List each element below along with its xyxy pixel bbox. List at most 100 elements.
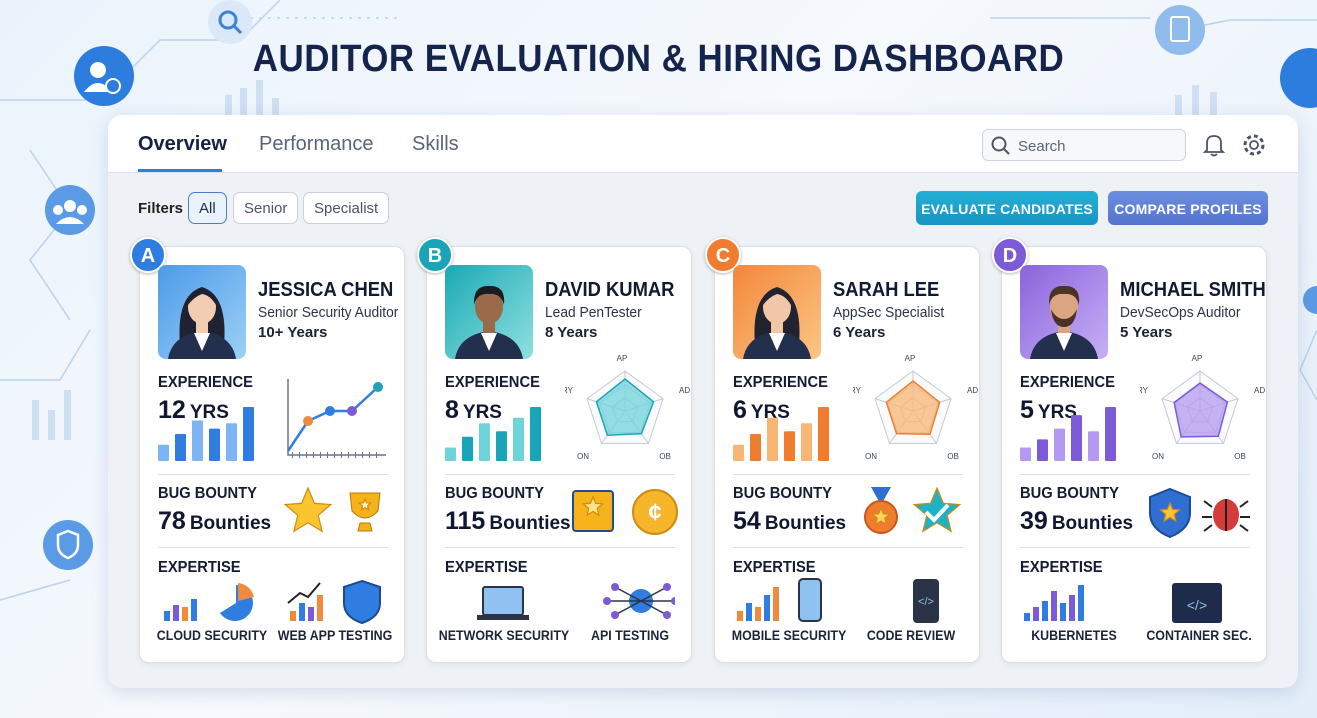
tab[interactable]: Performance	[259, 133, 374, 155]
bounty-unit: Bounties	[764, 513, 847, 534]
mini-bar	[1105, 407, 1116, 461]
pie-slice	[238, 583, 254, 601]
filter-chip[interactable]: All	[188, 192, 227, 224]
shield-icon	[343, 579, 381, 625]
tab[interactable]: Skills	[412, 133, 459, 155]
expertise-label: EXPERTISE	[445, 559, 528, 576]
skill-bar-icon	[1078, 585, 1084, 621]
dashboard-panel: Overview Performance Skills Search Filte…	[108, 115, 1298, 688]
expertise-item: MOBILE SECURITY	[731, 628, 847, 643]
trend-line	[286, 386, 379, 452]
mini-bar	[750, 434, 761, 461]
mini-bar	[209, 428, 220, 461]
divider	[733, 547, 963, 548]
shirt	[481, 333, 497, 351]
active-tab-indicator	[138, 169, 222, 172]
radar-axis-label: OB	[659, 452, 671, 461]
expertise-item: CLOUD SECURITY	[156, 628, 268, 643]
mini-bar	[1088, 431, 1099, 461]
candidate-role: DevSecOps Auditor	[1120, 304, 1241, 321]
trend-point	[373, 382, 383, 392]
trend-point	[347, 406, 357, 416]
divider	[158, 547, 388, 548]
shirt	[1056, 333, 1072, 351]
search-box[interactable]: Search	[982, 129, 1186, 161]
bounty-value: 78	[158, 507, 186, 535]
bounty-value: 54	[733, 507, 761, 535]
experience-unit: YRS	[189, 402, 229, 423]
skill-bar-icon	[764, 595, 770, 621]
experience-value-row: 5 YRS	[1020, 396, 1077, 425]
mini-bar	[175, 434, 186, 461]
radar-area	[1173, 382, 1229, 438]
mini-bar	[445, 447, 456, 461]
skill-bar-icon	[755, 607, 761, 621]
search-icon	[991, 136, 1010, 155]
hair	[473, 285, 505, 305]
axes	[287, 379, 386, 456]
skill-bar-icon	[290, 611, 296, 621]
skill-bar-icon	[317, 595, 323, 621]
skill-bar-icon	[1069, 595, 1075, 621]
compare-button[interactable]: COMPARE PROFILES	[1108, 191, 1268, 225]
mini-bar-chart	[158, 407, 254, 461]
skill-bar-icon	[737, 611, 743, 621]
skill-bar-icon	[773, 587, 779, 621]
experience-value-row: 12 YRS	[158, 396, 229, 425]
mini-bar	[192, 420, 203, 461]
bounty-icons	[864, 486, 962, 534]
tab[interactable]: Overview	[138, 133, 227, 155]
divider	[158, 474, 388, 475]
face	[763, 290, 791, 324]
candidate-badge: C	[705, 237, 741, 273]
bounty-value: 115	[445, 507, 486, 535]
divider	[1020, 474, 1250, 475]
trend-point	[325, 406, 335, 416]
mini-bar	[226, 423, 237, 461]
network-link	[614, 586, 642, 602]
bounty-value-row: 54 Bounties	[733, 507, 846, 536]
skill-bar-icon	[308, 607, 314, 621]
experience-label: EXPERIENCE	[158, 374, 253, 391]
evaluate-button[interactable]: EVALUATE CANDIDATES	[916, 191, 1098, 225]
network-node	[611, 583, 619, 591]
fringe	[763, 289, 791, 305]
avatar	[158, 265, 246, 359]
skill-bar-icon	[1042, 601, 1048, 621]
candidate-badge: D	[992, 237, 1028, 273]
network-node	[611, 611, 619, 619]
network-node	[671, 597, 675, 605]
notification-icon[interactable]	[1202, 132, 1226, 158]
bounty-value-row: 78 Bounties	[158, 507, 271, 536]
expertise-item: CONTAINER SEC.	[1146, 628, 1252, 643]
mini-bar	[784, 431, 795, 461]
expertise-icons: </>	[737, 578, 939, 623]
face	[475, 290, 503, 324]
filter-chip[interactable]: Specialist	[303, 192, 390, 224]
skill-bar-icon	[746, 603, 752, 621]
check-icon	[924, 503, 950, 523]
trophy-icon	[349, 492, 381, 532]
radar-chart: AP AD OB ON RY	[565, 355, 690, 461]
search-placeholder: Search	[1018, 138, 1066, 155]
avatar	[445, 265, 533, 359]
radar-axis-label: AP	[1192, 355, 1203, 363]
filter-chip[interactable]: Senior	[233, 192, 299, 224]
expertise-label: EXPERTISE	[158, 559, 241, 576]
trend-icon	[287, 582, 321, 604]
avatar	[1020, 265, 1108, 359]
bounty-label: BUG BOUNTY	[1020, 485, 1119, 502]
filters-label: Filters	[138, 200, 184, 217]
star-icon	[582, 495, 604, 517]
radar-chart: AP AD OB ON RY	[853, 355, 978, 461]
settings-icon[interactable]	[1241, 132, 1267, 158]
skill-bar-icon	[164, 611, 170, 621]
coin-icon	[632, 489, 678, 535]
candidate-card: C SARAH LEE AppSec Specialist 6 Years EXPERI…	[705, 237, 980, 663]
divider	[1020, 547, 1250, 548]
phone-icon	[798, 578, 822, 622]
candidate-name: DAVID KUMAR	[545, 279, 675, 301]
network-link	[640, 600, 668, 616]
face	[1050, 290, 1078, 324]
code-glyph: </>	[918, 596, 934, 608]
